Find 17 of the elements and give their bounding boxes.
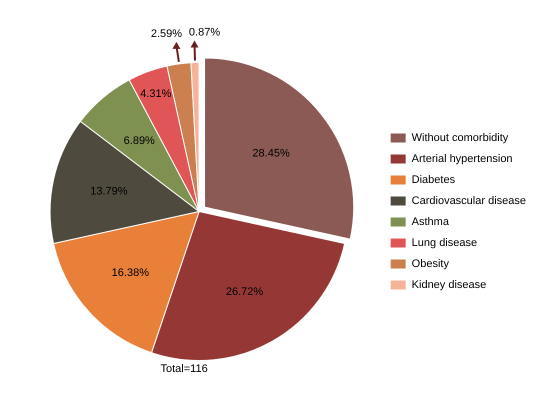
data-label: 4.31%: [140, 88, 172, 100]
data-label: 6.89%: [124, 135, 156, 148]
legend-label: Asthma: [412, 216, 450, 228]
legend-label: Obesity: [412, 258, 450, 270]
legend-label: Diabetes: [412, 174, 456, 186]
legend-label: Cardiovascular disease: [412, 195, 526, 208]
data-label: 26.72%: [226, 286, 264, 298]
data-label: 13.79%: [90, 186, 128, 198]
legend-label: Arterial hypertension: [412, 153, 513, 166]
legend-label: Kidney disease: [412, 279, 486, 292]
data-label: 0.87%: [188, 26, 220, 39]
data-label: 28.45%: [252, 148, 290, 160]
legend-label: Lung disease: [412, 237, 478, 250]
data-label: 16.38%: [112, 267, 150, 280]
data-label: 2.59%: [150, 28, 182, 40]
legend-label: Without comorbidity: [412, 132, 509, 144]
text: Total=116: [160, 363, 208, 376]
